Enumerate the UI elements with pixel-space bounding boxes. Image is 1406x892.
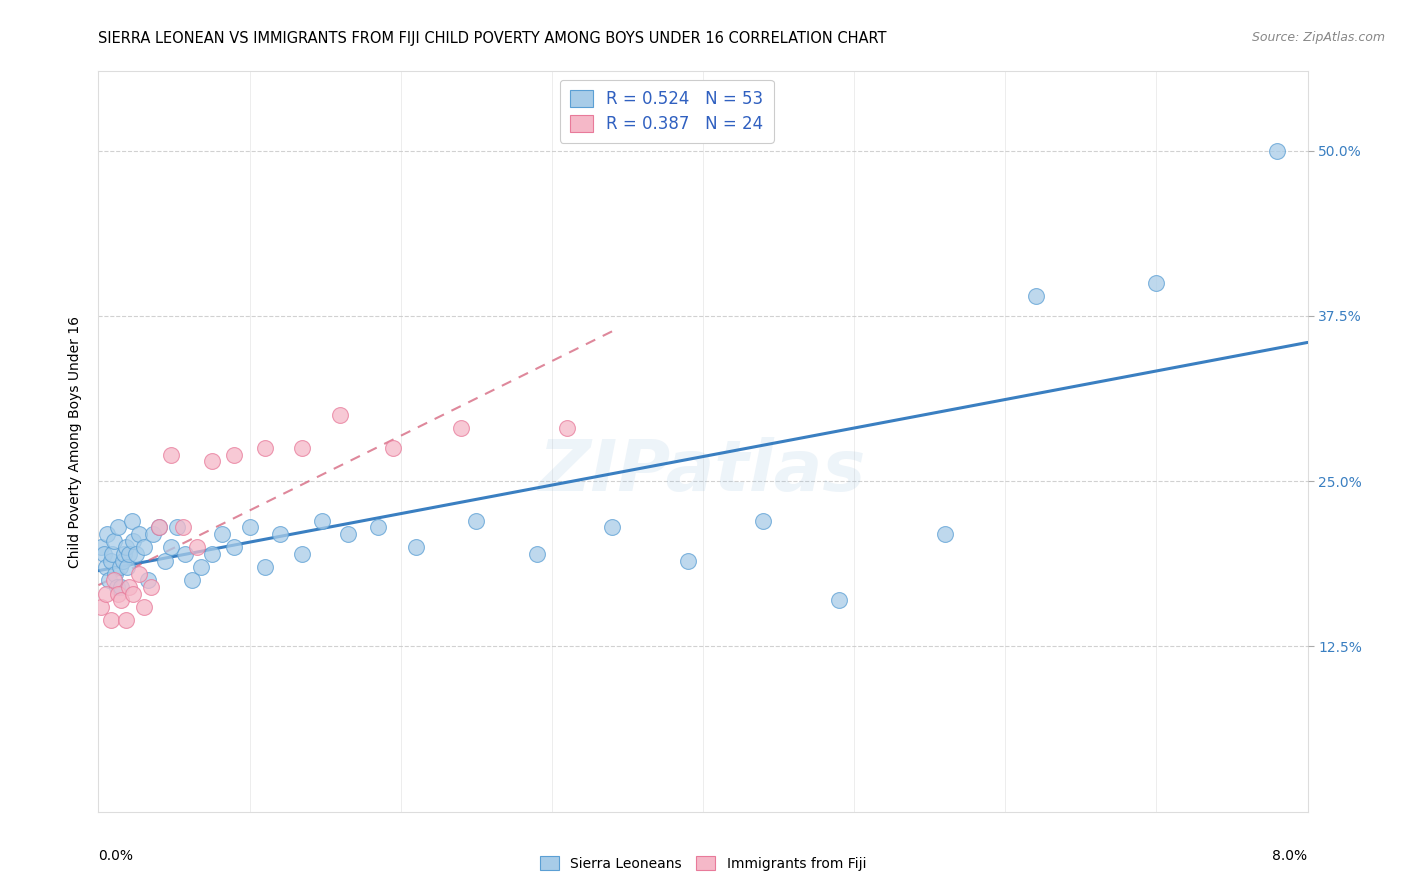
- Point: [211, 527, 233, 541]
- Point: [382, 441, 405, 455]
- Point: [181, 574, 204, 588]
- Point: [291, 441, 314, 455]
- Y-axis label: Child Poverty Among Boys Under 16: Child Poverty Among Boys Under 16: [69, 316, 83, 567]
- Point: [105, 580, 128, 594]
- Point: [934, 527, 956, 541]
- Point: [1146, 276, 1168, 290]
- Point: [90, 541, 112, 555]
- Point: [136, 574, 159, 588]
- Point: [526, 547, 548, 561]
- Point: [101, 547, 124, 561]
- Point: [676, 553, 699, 567]
- Point: [118, 547, 141, 561]
- Point: [121, 514, 143, 528]
- Point: [125, 547, 148, 561]
- Point: [128, 527, 150, 541]
- Point: [115, 560, 138, 574]
- Point: [128, 566, 150, 581]
- Point: [90, 599, 112, 614]
- Point: [153, 553, 176, 567]
- Point: [118, 580, 141, 594]
- Point: [555, 421, 578, 435]
- Point: [160, 541, 183, 555]
- Point: [110, 580, 132, 594]
- Point: [329, 408, 352, 422]
- Point: [103, 533, 125, 548]
- Point: [1025, 289, 1047, 303]
- Point: [160, 448, 183, 462]
- Point: [132, 541, 155, 555]
- Point: [173, 547, 195, 561]
- Point: [201, 547, 224, 561]
- Point: [253, 441, 276, 455]
- Point: [291, 547, 314, 561]
- Point: [405, 541, 427, 555]
- Point: [110, 593, 132, 607]
- Point: [114, 613, 136, 627]
- Point: [112, 547, 135, 561]
- Point: [190, 560, 212, 574]
- Point: [107, 520, 129, 534]
- Point: [132, 599, 155, 614]
- Point: [166, 520, 188, 534]
- Point: [148, 520, 170, 534]
- Text: 0.0%: 0.0%: [98, 849, 134, 863]
- Point: [239, 520, 262, 534]
- Point: [114, 541, 136, 555]
- Point: [602, 520, 624, 534]
- Point: [186, 541, 208, 555]
- Point: [224, 541, 246, 555]
- Point: [122, 586, 145, 600]
- Point: [172, 520, 194, 534]
- Point: [122, 533, 145, 548]
- Point: [465, 514, 488, 528]
- Point: [107, 586, 129, 600]
- Point: [336, 527, 359, 541]
- Point: [224, 448, 246, 462]
- Point: [104, 566, 127, 581]
- Point: [201, 454, 224, 468]
- Text: SIERRA LEONEAN VS IMMIGRANTS FROM FIJI CHILD POVERTY AMONG BOYS UNDER 16 CORRELA: SIERRA LEONEAN VS IMMIGRANTS FROM FIJI C…: [98, 31, 887, 46]
- Point: [142, 527, 165, 541]
- Text: 8.0%: 8.0%: [1272, 849, 1308, 863]
- Legend: Sierra Leoneans, Immigrants from Fiji: Sierra Leoneans, Immigrants from Fiji: [534, 850, 872, 876]
- Point: [96, 527, 118, 541]
- Legend: R = 0.524   N = 53, R = 0.387   N = 24: R = 0.524 N = 53, R = 0.387 N = 24: [560, 79, 773, 143]
- Point: [108, 560, 131, 574]
- Point: [94, 560, 117, 574]
- Point: [94, 586, 117, 600]
- Point: [450, 421, 472, 435]
- Point: [100, 613, 122, 627]
- Point: [828, 593, 851, 607]
- Point: [752, 514, 775, 528]
- Point: [103, 574, 125, 588]
- Point: [1267, 144, 1289, 158]
- Text: Source: ZipAtlas.com: Source: ZipAtlas.com: [1251, 31, 1385, 45]
- Point: [367, 520, 389, 534]
- Point: [311, 514, 333, 528]
- Point: [111, 553, 134, 567]
- Point: [269, 527, 291, 541]
- Point: [148, 520, 170, 534]
- Point: [100, 553, 122, 567]
- Text: ZIPatlas: ZIPatlas: [540, 437, 866, 506]
- Point: [98, 574, 121, 588]
- Point: [141, 580, 163, 594]
- Point: [253, 560, 276, 574]
- Point: [93, 547, 115, 561]
